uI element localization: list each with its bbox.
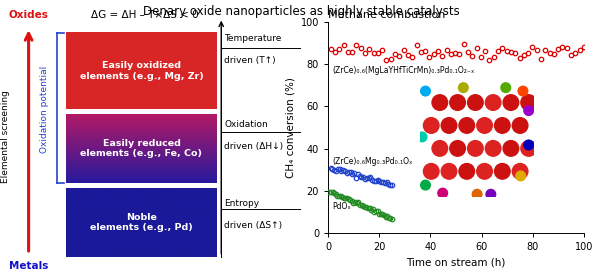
Text: driven (T↑): driven (T↑) — [224, 56, 276, 64]
Text: Metals: Metals — [9, 261, 48, 271]
Text: Noble
elements (e.g., Pd): Noble elements (e.g., Pd) — [90, 213, 193, 232]
Text: PdOₓ: PdOₓ — [332, 203, 351, 212]
Text: Easily oxidized
elements (e.g., Mg, Zr): Easily oxidized elements (e.g., Mg, Zr) — [79, 61, 203, 81]
Circle shape — [438, 188, 447, 198]
Circle shape — [423, 164, 439, 179]
Circle shape — [516, 171, 526, 181]
Circle shape — [423, 118, 439, 133]
Text: Entropy: Entropy — [224, 199, 259, 208]
Circle shape — [477, 164, 492, 179]
Circle shape — [518, 86, 528, 96]
Circle shape — [485, 141, 501, 156]
Circle shape — [521, 141, 536, 156]
Circle shape — [441, 164, 457, 179]
Y-axis label: CH₄ conversion (%): CH₄ conversion (%) — [285, 77, 295, 178]
Circle shape — [473, 189, 482, 199]
Circle shape — [512, 118, 528, 133]
Circle shape — [486, 189, 495, 199]
X-axis label: Time on stream (h): Time on stream (h) — [406, 258, 506, 268]
Text: driven (ΔH↓): driven (ΔH↓) — [224, 142, 284, 150]
Circle shape — [459, 83, 468, 93]
Circle shape — [450, 141, 465, 156]
Circle shape — [421, 86, 430, 96]
Circle shape — [524, 140, 533, 150]
Text: (ZrCe)₀.₆(MgLaYHfTiCrMn)₀.₃Pd₀.₁O₂₋ₓ: (ZrCe)₀.₆(MgLaYHfTiCrMn)₀.₃Pd₀.₁O₂₋ₓ — [332, 66, 474, 75]
Circle shape — [521, 95, 536, 110]
Text: Temperature: Temperature — [224, 34, 282, 43]
Circle shape — [432, 141, 448, 156]
Circle shape — [501, 83, 510, 93]
Circle shape — [494, 118, 510, 133]
Circle shape — [503, 95, 519, 110]
Circle shape — [485, 95, 501, 110]
Circle shape — [468, 141, 483, 156]
Circle shape — [512, 164, 528, 179]
Circle shape — [477, 118, 492, 133]
Text: Oxidation potential: Oxidation potential — [40, 66, 49, 153]
Circle shape — [417, 132, 427, 142]
Text: Methane combustion: Methane combustion — [328, 10, 445, 20]
Circle shape — [459, 164, 474, 179]
Circle shape — [494, 164, 510, 179]
Text: Oxides: Oxides — [8, 10, 49, 20]
Circle shape — [432, 95, 448, 110]
Text: Easily reduced
elements (e.g., Fe, Co): Easily reduced elements (e.g., Fe, Co) — [81, 139, 202, 159]
Circle shape — [441, 118, 457, 133]
Circle shape — [421, 180, 430, 190]
Circle shape — [468, 95, 483, 110]
Circle shape — [450, 95, 465, 110]
Circle shape — [503, 141, 519, 156]
Text: driven (ΔS↑): driven (ΔS↑) — [224, 221, 282, 230]
Text: Denary oxide nanoparticles as highly stable catalysts: Denary oxide nanoparticles as highly sta… — [143, 5, 459, 19]
Text: Elemental screening: Elemental screening — [1, 90, 10, 183]
Circle shape — [459, 118, 474, 133]
Circle shape — [524, 106, 533, 115]
Text: Oxidation: Oxidation — [224, 120, 268, 129]
Text: (ZrCe)₀.₆Mg₀.₃Pd₀.₁Oₓ: (ZrCe)₀.₆Mg₀.₃Pd₀.₁Oₓ — [332, 157, 412, 166]
Text: ΔG = ΔH – T×ΔS < 0: ΔG = ΔH – T×ΔS < 0 — [91, 10, 198, 20]
